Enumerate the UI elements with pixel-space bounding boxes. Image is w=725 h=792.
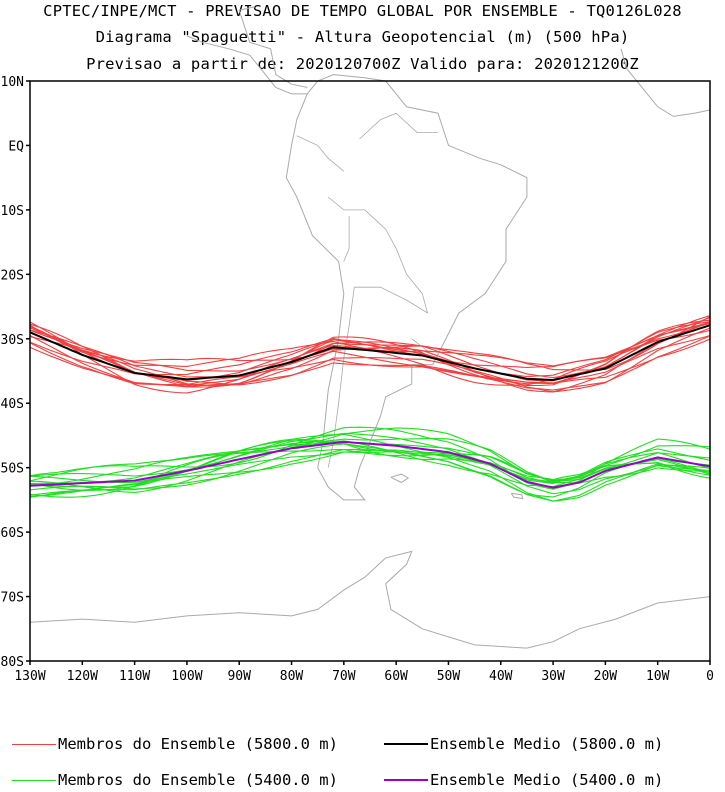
lat-tick-label: 60S [1, 526, 24, 541]
south-georgia-coast [510, 492, 524, 500]
south-america-coast [285, 74, 528, 501]
lat-tick-label: 10S [1, 204, 24, 219]
ensemble-member-line [29, 338, 711, 386]
lon-tick-label: 90W [227, 669, 251, 684]
lon-tick-label: 70W [332, 669, 356, 684]
falklands-coast [390, 473, 410, 484]
longitude-axis: 130W 120W 110W 100W 90W 80W 70W 60W 50W 40W 30W 20W… [14, 661, 714, 684]
border-venezuela-brazil [359, 112, 438, 140]
series-layer [29, 315, 711, 502]
lon-tick-label: 100W [171, 669, 202, 684]
map-frame [29, 80, 711, 662]
chart-title: CPTEC/INPE/MCT - PREVISAO DE TEMPO GLOBA… [43, 2, 682, 20]
lat-tick-label: EQ [8, 139, 24, 154]
ensemble-member-line [29, 448, 711, 502]
legend-mean-5400: Ensemble Medio (5400.0 m) [384, 771, 663, 789]
ensemble-member-line [29, 321, 711, 388]
lon-tick-label: 50W [437, 669, 461, 684]
chart-subtitle: Diagrama "Spaguetti" - Altura Geopotenci… [95, 28, 630, 46]
lon-tick-label: 40W [489, 669, 513, 684]
ensemble-member-line [29, 426, 711, 490]
lat-tick-label: 30S [1, 333, 24, 348]
ensemble-member-line [29, 440, 711, 488]
ensemble-member-line [29, 427, 711, 482]
latitude-axis: 10N EQ 10S 20S 30S 40S 50S 60S 70S 80S [1, 75, 30, 670]
central-america-east-coast [238, 6, 308, 88]
ensemble-member-line [29, 443, 711, 498]
ensemble-member-line [29, 334, 711, 387]
border-brazil-west [327, 196, 428, 314]
legend-mean-5800: Ensemble Medio (5800.0 m) [384, 735, 663, 753]
border-bolivia-peru [343, 216, 350, 262]
border-colombia-peru [296, 135, 345, 172]
forecast-validity-line: Previsao a partir de: 2020120700Z Valido… [86, 55, 639, 73]
legend-swatch-mean-5800 [384, 743, 428, 745]
central-america-coast [186, 35, 308, 95]
africa-coast [620, 48, 711, 117]
ensemble-member-line [29, 449, 711, 502]
lat-tick-label: 80S [1, 655, 24, 670]
legend-label-mean-5800: Ensemble Medio (5800.0 m) [430, 735, 664, 753]
ensemble-member-line [29, 319, 711, 386]
border-chile-argentina [327, 287, 355, 468]
border-argentina-north [354, 286, 428, 314]
ensemble-member-line [29, 432, 711, 485]
ensemble-mean-line [29, 440, 711, 489]
legend-members-5800: Membros do Ensemble (5800.0 m) [12, 735, 338, 753]
coastline-layer [29, 6, 711, 649]
lat-tick-label: 50S [1, 462, 24, 477]
lon-tick-label: 120W [67, 669, 98, 684]
legend-swatch-mean-5400 [384, 779, 428, 781]
border-uruguay [411, 338, 434, 356]
lon-tick-label: 0 [706, 669, 714, 684]
lon-tick-label: 30W [541, 669, 565, 684]
legend-swatch-members-5800 [12, 743, 56, 745]
lat-tick-label: 10N [1, 75, 24, 90]
legend-swatch-members-5400 [12, 779, 56, 781]
lon-tick-label: 110W [119, 669, 150, 684]
lon-tick-label: 130W [14, 669, 45, 684]
lon-tick-label: 80W [280, 669, 304, 684]
antarctica-coast [29, 550, 711, 649]
lat-tick-label: 70S [1, 591, 24, 606]
ensemble-member-line [29, 451, 711, 498]
legend-label-mean-5400: Ensemble Medio (5400.0 m) [430, 771, 664, 789]
ensemble-mean-line [29, 324, 711, 382]
lat-tick-label: 40S [1, 397, 24, 412]
ensemble-member-line [29, 317, 711, 379]
legend-label-members-5400: Membros do Ensemble (5400.0 m) [58, 771, 338, 789]
lon-tick-label: 20W [594, 669, 618, 684]
lon-tick-label: 10W [646, 669, 670, 684]
legend-members-5400: Membros do Ensemble (5400.0 m) [12, 771, 338, 789]
lon-tick-label: 60W [384, 669, 408, 684]
lat-tick-label: 20S [1, 268, 24, 283]
legend-label-members-5800: Membros do Ensemble (5800.0 m) [58, 735, 338, 753]
